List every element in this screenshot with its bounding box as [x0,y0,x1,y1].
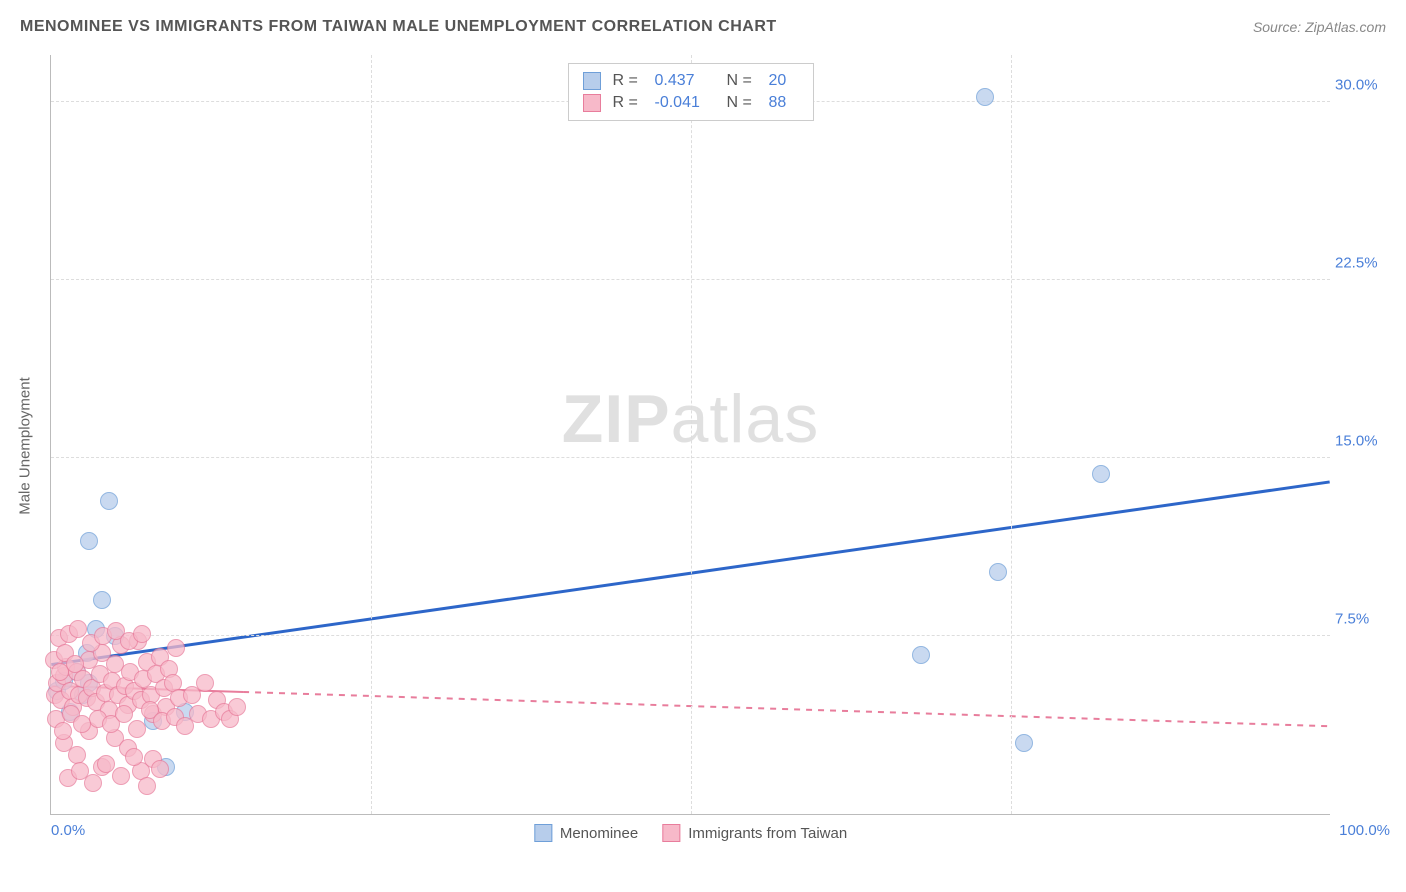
legend-swatch [662,824,680,842]
chart-title: MENOMINEE VS IMMIGRANTS FROM TAIWAN MALE… [20,18,777,36]
data-point [125,748,143,766]
r-value: -0.041 [655,94,715,112]
legend-swatch [583,94,601,112]
data-point [54,722,72,740]
data-point [1015,734,1033,752]
data-point [84,774,102,792]
correlation-legend: R = 0.437 N = 20 R = -0.041 N = 88 [568,63,814,121]
n-label: N = [727,94,757,112]
data-point [912,646,930,664]
data-point [196,674,214,692]
data-point [112,767,130,785]
legend-row: R = -0.041 N = 88 [583,92,799,114]
legend-item: Immigrants from Taiwan [662,824,847,842]
r-value: 0.437 [655,72,715,90]
y-tick-label: 30.0% [1335,76,1390,93]
data-point [167,639,185,657]
data-point [138,777,156,795]
n-value: 20 [769,72,799,90]
vgridline [691,55,692,814]
x-tick-label: 100.0% [1339,822,1390,839]
y-tick-label: 22.5% [1335,254,1390,271]
n-label: N = [727,72,757,90]
x-tick-label: 0.0% [51,822,85,839]
data-point [228,698,246,716]
y-tick-label: 15.0% [1335,432,1390,449]
data-point [80,532,98,550]
legend-label: Menominee [560,825,638,842]
data-point [151,760,169,778]
vgridline [371,55,372,814]
chart-header: MENOMINEE VS IMMIGRANTS FROM TAIWAN MALE… [20,18,1386,36]
data-point [97,755,115,773]
legend-swatch [583,72,601,90]
data-point [976,88,994,106]
data-point [128,720,146,738]
legend-label: Immigrants from Taiwan [688,825,847,842]
data-point [73,715,91,733]
series-legend: Menominee Immigrants from Taiwan [534,824,847,842]
vgridline [1011,55,1012,814]
y-tick-label: 7.5% [1335,610,1390,627]
chart-source: Source: ZipAtlas.com [1253,19,1386,35]
legend-swatch [534,824,552,842]
r-label: R = [613,72,643,90]
n-value: 88 [769,94,799,112]
legend-row: R = 0.437 N = 20 [583,70,799,92]
data-point [93,591,111,609]
scatter-chart: ZIPatlas 7.5%15.0%22.5%30.0%0.0%100.0%R … [50,55,1330,815]
data-point [68,746,86,764]
data-point [100,492,118,510]
data-point [66,655,84,673]
data-point [133,625,151,643]
data-point [1092,465,1110,483]
legend-item: Menominee [534,824,638,842]
r-label: R = [613,94,643,112]
y-axis-label: Male Unemployment [17,377,34,515]
data-point [989,563,1007,581]
